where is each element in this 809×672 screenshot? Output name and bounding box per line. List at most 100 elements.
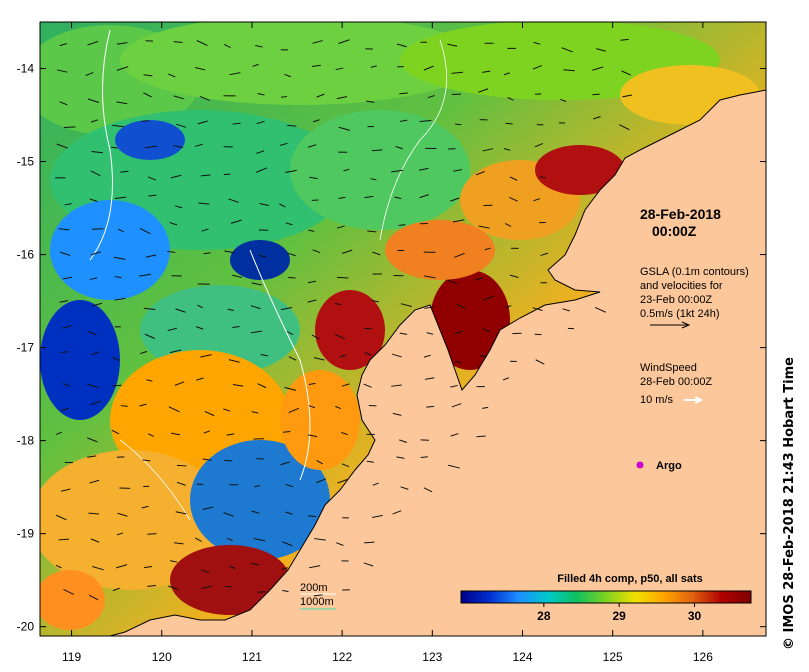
latitude-axis: -14 -15 -16 -17 -18 -19 -20 bbox=[17, 62, 766, 634]
velocity-arrow bbox=[87, 437, 98, 443]
velocity-arrow bbox=[451, 403, 462, 408]
velocity-arrow bbox=[450, 433, 459, 437]
velocity-arrow bbox=[316, 93, 325, 98]
lon-tick-label: 120 bbox=[152, 650, 172, 664]
velocity-arrow bbox=[447, 279, 458, 285]
velocity-arrow bbox=[282, 589, 289, 593]
velocity-arrow bbox=[112, 587, 120, 592]
velocity-arrow bbox=[139, 273, 151, 277]
velocity-arrow bbox=[59, 300, 69, 303]
velocity-arrow bbox=[229, 565, 236, 569]
velocity-arrow bbox=[280, 461, 290, 466]
velocity-arrow bbox=[112, 356, 120, 362]
velocity-arrow bbox=[258, 254, 266, 258]
velocity-arrow bbox=[427, 94, 435, 99]
velocity-arrow bbox=[503, 72, 511, 76]
colorbar-tick-label: 30 bbox=[688, 609, 702, 623]
velocity-arrow bbox=[308, 382, 316, 385]
velocity-arrow bbox=[168, 73, 176, 78]
velocity-arrow bbox=[230, 219, 242, 224]
velocity-arrow bbox=[147, 584, 157, 587]
velocity-arrow bbox=[139, 351, 148, 355]
velocity-arrow bbox=[85, 71, 94, 77]
velocity-arrow bbox=[55, 564, 62, 569]
velocity-arrow bbox=[307, 144, 317, 148]
velocity-arrow bbox=[112, 124, 125, 128]
velocity-arrow bbox=[399, 92, 408, 95]
velocity-arrow bbox=[482, 148, 494, 152]
lat-tick-label: -20 bbox=[17, 620, 35, 634]
velocity-arrow bbox=[372, 482, 379, 486]
velocity-arrows bbox=[55, 38, 633, 601]
velocity-arrow bbox=[280, 307, 293, 311]
velocity-arrow bbox=[89, 400, 101, 406]
velocity-arrow bbox=[147, 533, 157, 535]
velocity-arrow bbox=[114, 196, 127, 199]
velocity-arrow bbox=[562, 308, 570, 312]
velocity-arrow bbox=[287, 252, 296, 257]
velocity-arrow bbox=[170, 349, 182, 354]
velocity-arrow bbox=[250, 305, 261, 310]
velocity-arrow bbox=[201, 228, 209, 232]
velocity-arrow bbox=[87, 455, 97, 458]
velocity-arrow bbox=[144, 333, 155, 339]
velocity-arrow bbox=[454, 360, 461, 363]
velocity-arrow bbox=[532, 65, 542, 70]
velocity-arrow bbox=[197, 120, 208, 125]
velocity-arrow bbox=[561, 47, 573, 53]
velocity-arrow bbox=[398, 224, 406, 227]
velocity-arrow bbox=[502, 377, 510, 381]
land-mass bbox=[109, 89, 766, 636]
velocity-arrow bbox=[88, 594, 99, 601]
velocity-arrow bbox=[194, 537, 202, 542]
velocity-arrow bbox=[509, 197, 518, 202]
velocity-arrow bbox=[62, 382, 71, 387]
velocity-arrow bbox=[175, 205, 183, 209]
velocity-arrow bbox=[171, 432, 181, 436]
velocity-arrow bbox=[88, 331, 97, 336]
velocity-arrow bbox=[256, 150, 265, 154]
velocity-arrow bbox=[316, 460, 323, 465]
velocity-arrow bbox=[169, 222, 178, 226]
velocity-arrow bbox=[168, 406, 180, 413]
velocity-arrow bbox=[308, 515, 317, 518]
argo-label: Argo bbox=[656, 460, 682, 472]
velocity-arrow bbox=[91, 151, 103, 154]
velocity-arrow bbox=[173, 95, 184, 100]
velocity-arrow bbox=[232, 384, 244, 387]
velocity-arrow bbox=[257, 93, 265, 96]
velocity-arrow bbox=[391, 169, 404, 173]
velocity-arrow bbox=[476, 435, 486, 438]
colorbar-tick-label: 29 bbox=[613, 609, 627, 623]
velocity-arrow bbox=[372, 251, 381, 256]
argo-legend: Argo bbox=[636, 460, 682, 472]
velocity-arrow bbox=[478, 88, 489, 93]
velocity-arrow bbox=[482, 70, 491, 73]
velocity-arrow bbox=[116, 101, 128, 105]
velocity-arrow bbox=[223, 43, 231, 49]
velocity-arrow bbox=[447, 43, 458, 47]
velocity-arrow bbox=[58, 538, 70, 541]
velocity-arrow bbox=[596, 48, 606, 52]
velocity-arrow bbox=[57, 69, 68, 73]
velocity-arrow bbox=[312, 249, 321, 254]
velocity-arrow bbox=[118, 228, 124, 233]
velocity-arrow bbox=[174, 381, 185, 386]
velocity-arrow bbox=[203, 430, 210, 434]
velocity-arrow bbox=[371, 149, 383, 152]
gsla-contour-2 bbox=[119, 439, 191, 521]
velocity-arrow bbox=[89, 479, 100, 484]
velocity-arrow bbox=[339, 354, 347, 358]
depth-legend-200m: 200m bbox=[300, 582, 328, 594]
velocity-arrow bbox=[111, 146, 118, 149]
velocity-arrow bbox=[113, 256, 126, 260]
velocity-arrow bbox=[426, 405, 435, 408]
velocity-arrow bbox=[281, 567, 289, 570]
argo-marker bbox=[636, 461, 644, 469]
velocity-arrow bbox=[364, 541, 375, 544]
velocity-arrow bbox=[399, 439, 408, 443]
velocity-arrow bbox=[141, 120, 149, 123]
gsla-text-3: 23-Feb 00:00Z bbox=[640, 294, 712, 306]
velocity-arrow bbox=[364, 352, 372, 356]
velocity-arrow bbox=[59, 42, 68, 47]
